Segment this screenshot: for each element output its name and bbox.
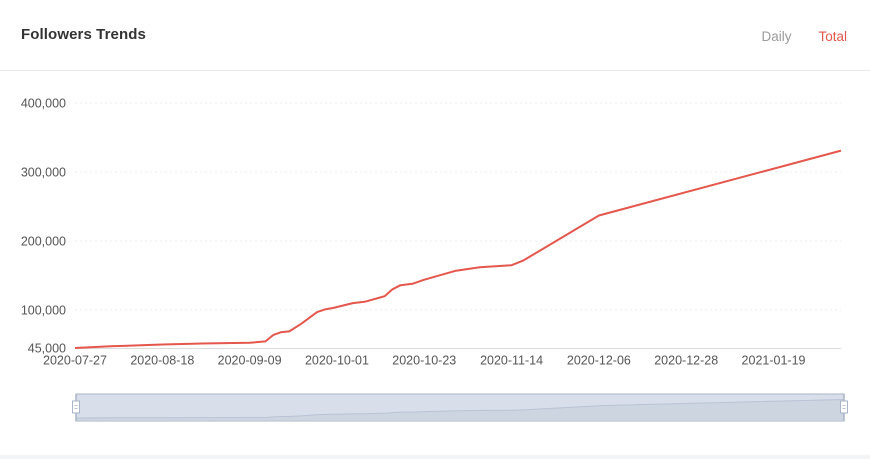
x-tick-label: 2020-08-18	[130, 354, 194, 368]
x-tick-label: 2021-01-19	[742, 354, 806, 368]
y-tick-label: 100,000	[21, 304, 66, 318]
series-line-total	[74, 149, 842, 349]
y-tick-label: 300,000	[21, 166, 66, 180]
tab-daily[interactable]: Daily	[761, 29, 792, 44]
zoom-handle-right[interactable]	[840, 394, 848, 421]
data-zoom-slider[interactable]	[72, 393, 848, 422]
y-axis-ticks: 45,000 100,000 200,000 300,000 400,000	[21, 97, 66, 356]
x-axis-ticks: 2020-07-27 2020-08-18 2020-09-09 2020-10-01…	[43, 354, 806, 368]
card-title: Followers Trends	[21, 26, 146, 43]
x-tick-label: 2020-11-14	[480, 354, 543, 368]
x-tick-label: 2020-10-23	[392, 354, 456, 368]
x-tick-label: 2020-12-06	[567, 354, 631, 368]
x-tick-label: 2020-09-09	[218, 354, 282, 368]
x-tick-label: 2020-10-01	[305, 354, 369, 368]
view-tabs: Daily Total	[761, 29, 847, 44]
grid-lines	[75, 102, 841, 311]
x-tick-label: 2020-07-27	[43, 354, 107, 368]
zoom-handle-left[interactable]	[72, 394, 80, 421]
card-header: Followers Trends Daily Total	[0, 0, 870, 71]
y-tick-label: 400,000	[21, 97, 66, 111]
zoom-slider-preview-line	[75, 399, 845, 419]
x-tick-label: 2020-12-28	[654, 354, 718, 368]
y-tick-label: 200,000	[21, 235, 66, 249]
footer-strip	[0, 455, 870, 459]
tab-total[interactable]: Total	[818, 29, 847, 44]
y-tick-label: 45,000	[28, 342, 66, 356]
zoom-slider-preview-area	[76, 399, 844, 421]
